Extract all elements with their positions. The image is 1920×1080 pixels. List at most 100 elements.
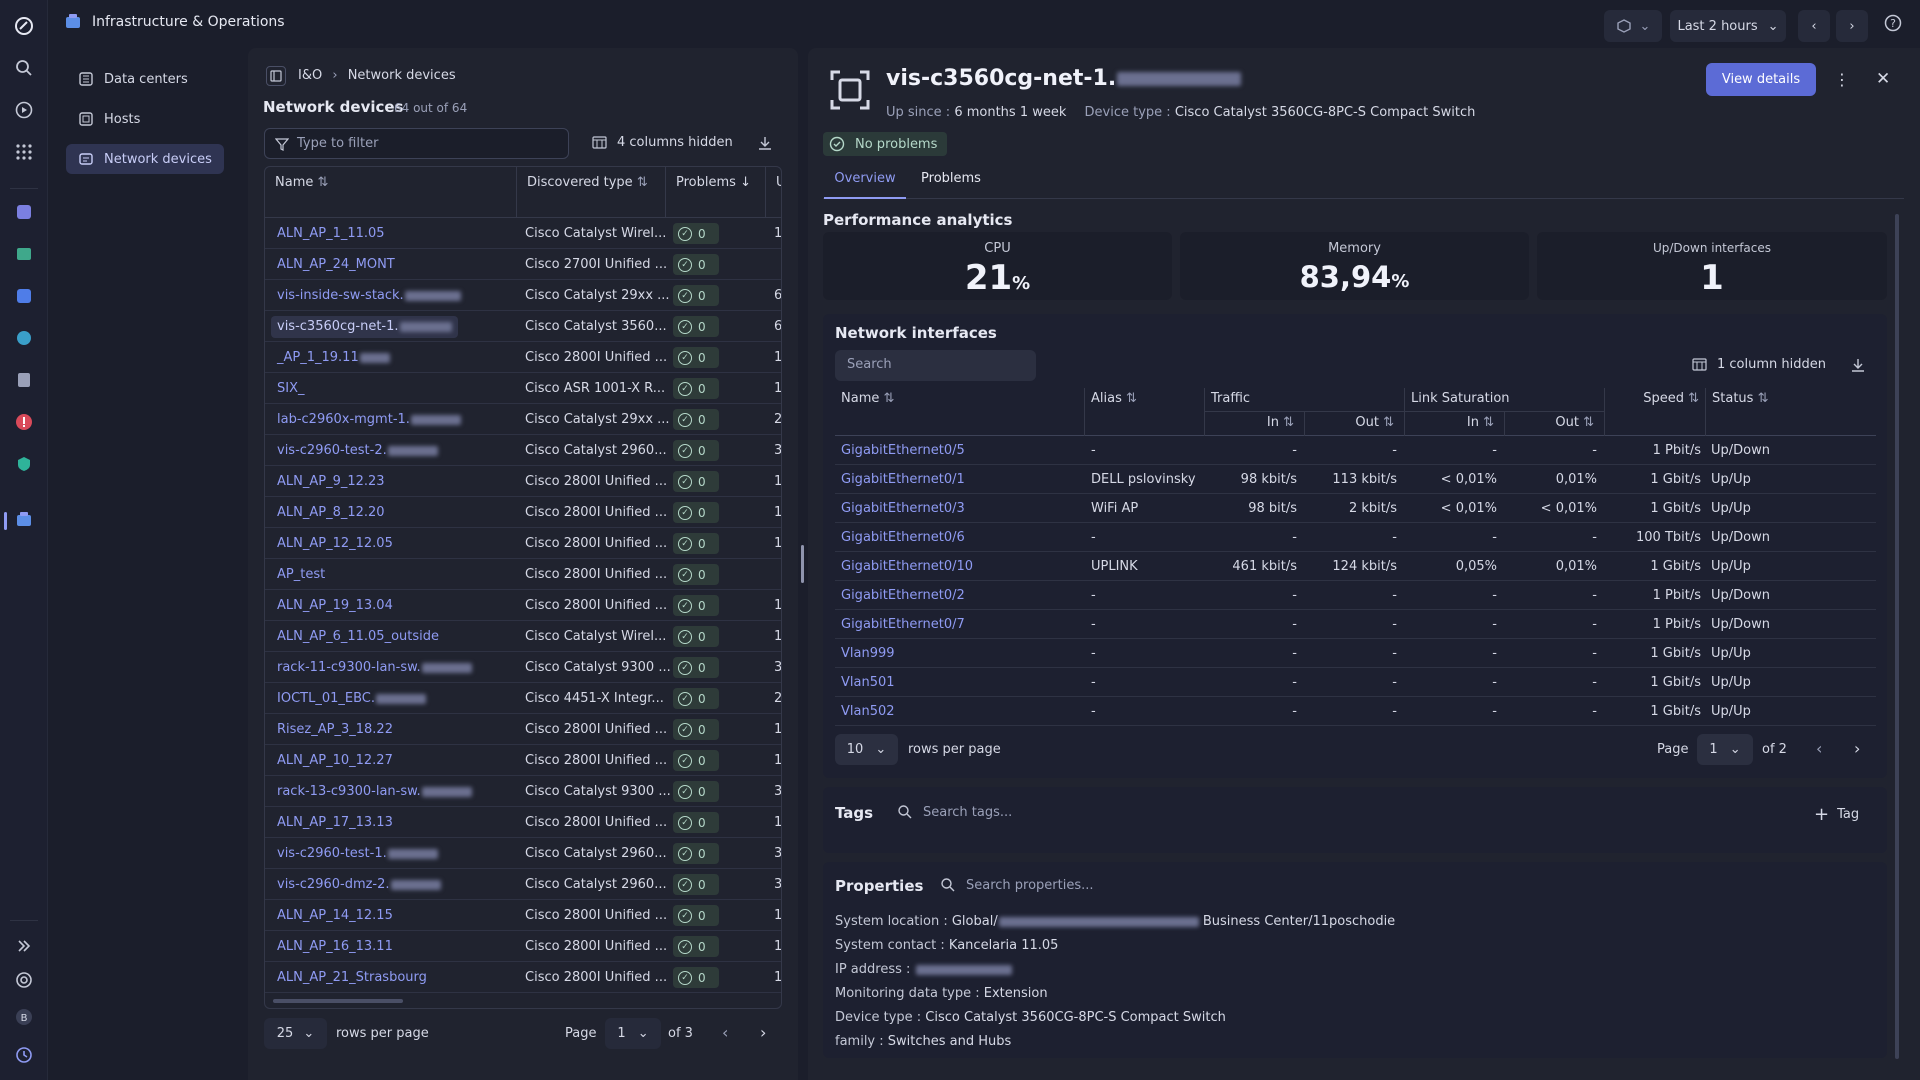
table-row[interactable]: ALN_AP_24_MONT Cisco 2700I Unified ... ✓ 0 [265,249,781,280]
if-page-select[interactable]: 1 ⌄ [1697,734,1753,765]
if-header-traffic-out[interactable]: Out ⇅ [1305,412,1405,436]
device-name-cell[interactable]: vis-inside-sw-stack. [271,280,509,311]
if-header-link-out[interactable]: Out ⇅ [1505,412,1605,436]
timeframe-prev-button[interactable]: ‹ [1798,10,1830,42]
problems-badge[interactable]: ✓ 0 [673,285,719,306]
timeframe-selector[interactable]: Last 2 hours ⌄ [1670,10,1786,42]
problems-badge[interactable]: ✓ 0 [673,626,719,647]
table-row[interactable]: ALN_AP_1_11.05 Cisco Catalyst Wirel... ✓ 0 1… [265,218,781,249]
problems-badge[interactable]: ✓ 0 [673,471,719,492]
interface-row[interactable]: Vlan999 - - - - - 1 Gbit/s Up/Up [835,639,1876,668]
close-icon[interactable]: ✕ [1876,69,1891,89]
if-rows-per-page-select[interactable]: 10 ⌄ [835,734,898,765]
breadcrumb-root[interactable]: I&O [298,68,323,83]
expand-rail-icon[interactable] [12,934,36,958]
device-name-cell[interactable]: rack-13-c9300-lan-sw. [271,776,509,807]
column-header-u[interactable]: U [766,167,781,217]
problems-badge[interactable]: ✓ 0 [673,936,719,957]
table-row[interactable]: ALN_AP_9_12.23 Cisco 2800I Unified ... ✓ 0 1… [265,466,781,497]
device-name-link[interactable]: ALN_AP_10_12.27 [271,745,399,776]
column-header-type[interactable]: Discovered type ⇅ [517,167,666,217]
device-name-cell[interactable]: AP_test [271,559,509,590]
next-page-button[interactable]: › [760,1023,766,1042]
add-tag-button[interactable]: + Tag [1814,804,1859,825]
problems-badge[interactable]: ✓ 0 [673,502,719,523]
nav-item-hosts[interactable]: Hosts [66,104,224,134]
interface-name-link[interactable]: Vlan502 [841,704,895,719]
table-row[interactable]: ALN_AP_17_13.13 Cisco 2800I Unified ... ✓ 0… [265,807,781,838]
device-name-cell[interactable]: IOCTL_01_EBC. [271,683,509,714]
interface-row[interactable]: Vlan502 - - - - - 1 Gbit/s Up/Up [835,697,1876,726]
panel-resize-handle[interactable] [801,545,804,583]
column-hidden-button[interactable]: 1 column hidden [1692,357,1826,372]
table-row[interactable]: AP_test Cisco 2800I Unified ... ✓ 0 [265,559,781,590]
interface-row[interactable]: GigabitEthernet0/7 - - - - - 1 Pbit/s Up/Down [835,610,1876,639]
tab-problems[interactable]: Problems [912,166,990,199]
apps-grid-icon[interactable] [12,140,36,164]
problems-badge[interactable]: ✓ 0 [673,316,719,337]
device-name-cell[interactable]: ALN_AP_17_13.13 [271,807,509,838]
device-name-cell[interactable]: vis-c2960-test-2. [271,435,509,466]
detail-scrollbar[interactable] [1895,214,1899,1059]
device-name-cell[interactable]: ALN_AP_10_12.27 [271,745,509,776]
table-row[interactable]: ALN_AP_14_12.15 Cisco 2800I Unified ... ✓ 0… [265,900,781,931]
app-problems-icon[interactable] [12,410,36,434]
table-row[interactable]: ALN_AP_21_Strasbourg Cisco 2800I Unified … [265,962,781,993]
device-name-cell[interactable]: vis-c2960-test-1. [271,838,509,869]
device-name-link[interactable]: ALN_AP_17_13.13 [271,807,399,838]
device-name-link[interactable]: vis-inside-sw-stack. [271,280,467,311]
problems-badge[interactable]: ✓ 0 [673,254,719,275]
column-header-problems[interactable]: Problems ↓ [666,167,766,217]
interface-name-link[interactable]: GigabitEthernet0/3 [841,501,965,516]
interface-name-link[interactable]: Vlan501 [841,675,895,690]
download-icon[interactable] [757,135,773,151]
device-name-cell[interactable]: SIX_ [271,373,509,404]
device-name-link[interactable]: IOCTL_01_EBC. [271,683,432,714]
segment-selector[interactable]: ⌄ [1604,10,1662,42]
app-security-icon[interactable] [12,452,36,476]
prev-page-button[interactable]: ‹ [722,1023,728,1042]
if-header-status[interactable]: Status ⇅ [1705,388,1875,436]
app-kubernetes-icon[interactable] [12,200,36,224]
device-name-link[interactable]: vis-c2960-test-1. [271,838,444,869]
page-select[interactable]: 1 ⌄ [605,1018,661,1049]
device-name-cell[interactable]: ALN_AP_6_11.05_outside [271,621,509,652]
more-options-icon[interactable]: ⋮ [1834,70,1850,89]
table-row[interactable]: ALN_AP_6_11.05_outside Cisco Catalyst Wir… [265,621,781,652]
device-name-link[interactable]: vis-c2960-dmz-2. [271,869,447,900]
table-row[interactable]: ALN_AP_16_13.11 Cisco 2800I Unified ... ✓ 0… [265,931,781,962]
tags-search-input[interactable]: Search tags... [897,804,1012,820]
interfaces-search-input[interactable]: Search [835,350,1036,381]
device-name-cell[interactable]: vis-c3560cg-net-1. [271,311,509,342]
interface-name-link[interactable]: Vlan999 [841,646,895,661]
device-name-cell[interactable]: ALN_AP_16_13.11 [271,931,509,962]
problems-badge[interactable]: ✓ 0 [673,409,719,430]
device-name-cell[interactable]: _AP_1_19.11 [271,342,509,373]
problems-badge[interactable]: ✓ 0 [673,781,719,802]
table-row[interactable]: IOCTL_01_EBC. Cisco 4451-X Integr... ✓ 0 2 [265,683,781,714]
table-row[interactable]: ALN_AP_10_12.27 Cisco 2800I Unified ... ✓ 0… [265,745,781,776]
device-name-link[interactable]: Risez_AP_3_18.22 [271,714,399,745]
device-name-link[interactable]: ALN_AP_21_Strasbourg [271,962,433,993]
device-name-link[interactable]: ALN_AP_6_11.05_outside [271,621,445,652]
problems-badge[interactable]: ✓ 0 [673,967,719,988]
table-row[interactable]: vis-inside-sw-stack. Cisco Catalyst 29xx … [265,280,781,311]
interface-row[interactable]: GigabitEthernet0/1 DELL pslovinsky 98 kbit… [835,465,1876,494]
device-name-cell[interactable]: ALN_AP_14_12.15 [271,900,509,931]
device-name-link[interactable]: rack-13-c9300-lan-sw. [271,776,478,807]
interface-name-link[interactable]: GigabitEthernet0/7 [841,617,965,632]
interface-row[interactable]: GigabitEthernet0/5 - - - - - 1 Pbit/s Up/Down [835,436,1876,465]
device-name-cell[interactable]: vis-c2960-dmz-2. [271,869,509,900]
device-name-link[interactable]: ALN_AP_8_12.20 [271,497,391,528]
problems-badge[interactable]: ✓ 0 [673,223,719,244]
table-row[interactable]: ALN_AP_19_13.04 Cisco 2800I Unified ... ✓ 0… [265,590,781,621]
device-name-cell[interactable]: ALN_AP_19_13.04 [271,590,509,621]
device-name-cell[interactable]: Risez_AP_3_18.22 [271,714,509,745]
columns-hidden-button[interactable]: 4 columns hidden [592,135,733,150]
if-prev-page-button[interactable]: ‹ [1816,739,1822,758]
device-name-cell[interactable]: ALN_AP_24_MONT [271,249,509,280]
problems-badge[interactable]: ✓ 0 [673,657,719,678]
device-name-cell[interactable]: ALN_AP_9_12.23 [271,466,509,497]
table-row[interactable]: Risez_AP_3_18.22 Cisco 2800I Unified ... ✓… [265,714,781,745]
device-name-link[interactable]: ALN_AP_14_12.15 [271,900,399,931]
